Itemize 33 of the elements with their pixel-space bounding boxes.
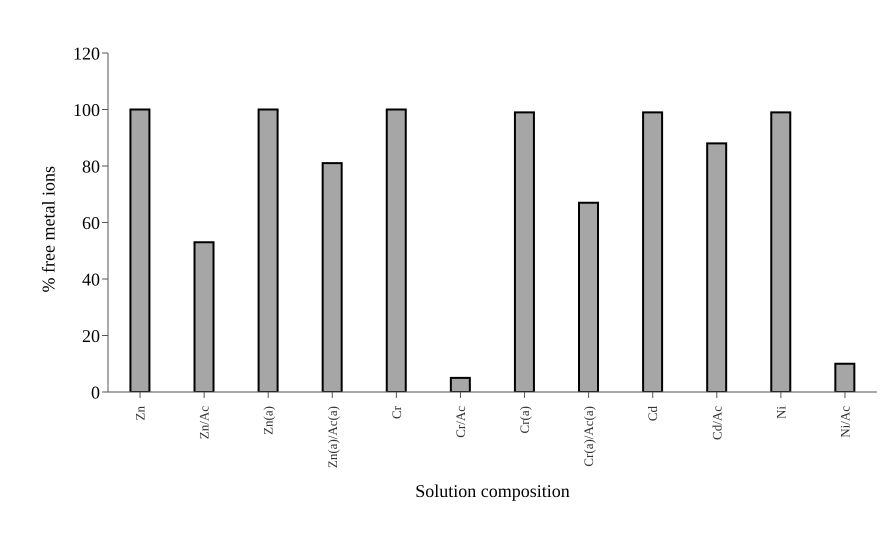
bar: [642, 111, 664, 392]
y-tick-label: 40: [82, 269, 100, 290]
bar: [578, 202, 600, 392]
bar: [322, 162, 343, 392]
x-tick-label: Cd: [645, 406, 660, 422]
bar: [706, 142, 728, 392]
x-tick-label: Ni/Ac: [837, 406, 852, 438]
bar: [386, 108, 407, 392]
bar: [450, 376, 471, 392]
x-tick-label: Ni: [773, 406, 788, 419]
y-tick-label: 0: [91, 382, 100, 402]
bar: [258, 108, 279, 392]
y-tick-label: 120: [73, 43, 100, 64]
x-tick-label: Cr/Ac: [452, 406, 468, 438]
y-tick-label: 100: [73, 100, 100, 120]
x-tick-label: Zn: [132, 406, 148, 420]
x-tick-label: Zn(a)/Ac(a): [324, 406, 340, 468]
x-tick-label: Cr(a): [517, 406, 532, 434]
x-axis-title: Solution composition: [415, 481, 570, 501]
x-tick-label: Cr: [388, 405, 404, 419]
bar: [514, 111, 535, 392]
y-tick-label: 60: [82, 212, 100, 233]
x-tick-label: Cd/Ac: [709, 406, 724, 440]
bar: [834, 362, 856, 392]
x-tick-label: Zn/Ac: [196, 406, 212, 440]
x-tick-label: Cr(a)/Ac(a): [581, 406, 596, 467]
x-tick-label: Zn(a): [260, 406, 276, 435]
bar: [770, 111, 792, 392]
y-tick-label: 20: [82, 326, 100, 346]
bar: [194, 241, 215, 392]
y-tick-label: 80: [82, 156, 100, 176]
bar: [129, 108, 150, 392]
y-axis-title: % free metal ions: [38, 166, 58, 292]
